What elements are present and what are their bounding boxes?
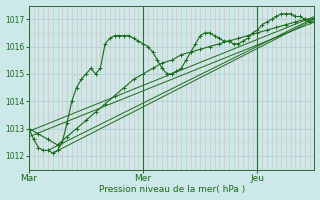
X-axis label: Pression niveau de la mer( hPa ): Pression niveau de la mer( hPa ) [99, 185, 245, 194]
